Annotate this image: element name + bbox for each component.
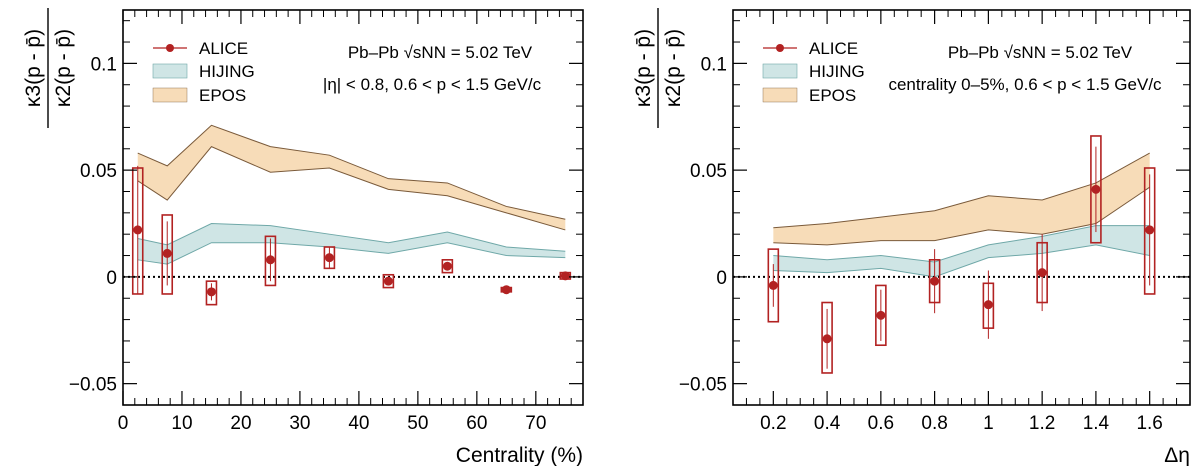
alice-point (1037, 268, 1047, 278)
alice-sys-box (767, 248, 780, 323)
y-tick-label: −0.05 (69, 375, 117, 396)
legend-alice-label: ALICE (809, 39, 858, 58)
y-axis-label: κ3(p - p̄) κ2(p - p̄) (632, 8, 685, 128)
legend-epos-swatch (152, 87, 188, 103)
epos-lower-line (773, 186, 1150, 246)
plot-frame (122, 9, 584, 406)
alice-point (1091, 184, 1101, 194)
x-axis-label: Δη (1164, 444, 1190, 466)
alice-sys-box (205, 280, 218, 306)
x-tick-label: 0.6 (868, 413, 894, 434)
alice-point (1145, 225, 1155, 235)
alice-sys-box (1143, 167, 1156, 295)
alice-sys-box (441, 259, 454, 274)
y-label-denominator: κ2(p - p̄) (52, 29, 75, 107)
alice-point (876, 310, 886, 320)
legend-alice-marker (166, 44, 174, 52)
epos-band (773, 153, 1150, 245)
alice-sys-box (382, 273, 395, 289)
x-tick-label: 10 (171, 413, 192, 434)
x-tick-label: 0 (118, 413, 129, 434)
x-tick-label: 1.6 (1136, 413, 1162, 434)
alice-point (560, 271, 570, 281)
x-tick-label: 20 (230, 413, 251, 434)
y-tick-label: 0 (106, 268, 117, 289)
y-label-numerator: κ3(p - p̄) (632, 29, 655, 107)
legend-hijing-swatch (762, 63, 798, 79)
epos-upper-line (137, 124, 566, 220)
legend-hijing-label: HIJING (199, 62, 255, 81)
epos-band (137, 125, 566, 230)
alice-point (324, 253, 334, 263)
hijing-band (773, 225, 1150, 277)
annotation-kinematics: centrality 0–5%, 0.6 < p < 1.5 GeV/c (888, 75, 1162, 94)
legend: ALICE HIJING EPOS (152, 39, 255, 105)
hijing-upper-line (137, 223, 566, 252)
alice-point (768, 280, 778, 290)
x-tick-label: 0.4 (814, 413, 841, 434)
epos-upper-line (773, 152, 1150, 229)
x-tick-label: 50 (407, 413, 428, 434)
alice-point (983, 300, 993, 310)
annotation-collision: Pb–Pb √sNN = 5.02 TeV (948, 43, 1133, 62)
y-tick-label: 0.1 (91, 54, 117, 75)
x-tick-label: 30 (289, 413, 310, 434)
alice-sys-box (161, 214, 174, 295)
x-tick-label: 1.2 (1029, 413, 1055, 434)
x-tick-label: 0.2 (760, 413, 786, 434)
alice-point (265, 255, 275, 265)
alice-point (162, 248, 172, 258)
y-tick-label: −0.05 (679, 375, 727, 396)
hijing-upper-line (773, 225, 1150, 263)
x-tick-label: 40 (348, 413, 369, 434)
y-tick-label: 0.1 (701, 54, 727, 75)
legend-epos-swatch (762, 87, 798, 103)
y-axis-label: κ3(p - p̄) κ2(p - p̄) (22, 8, 75, 128)
x-tick-label: 60 (466, 413, 487, 434)
alice-point (206, 287, 216, 297)
x-tick-label: 70 (525, 413, 546, 434)
x-tick-label: 1.4 (1083, 413, 1110, 434)
y-tick-label: 0.05 (690, 161, 727, 182)
alice-point (501, 285, 511, 295)
y-label-numerator: κ3(p - p̄) (22, 29, 45, 107)
annotation-collision: Pb–Pb √sNN = 5.02 TeV (348, 43, 533, 62)
legend-hijing-swatch (152, 63, 188, 79)
y-tick-label: 0.05 (80, 161, 117, 182)
alice-sys-box (1090, 135, 1102, 244)
x-tick-label: 1 (983, 413, 994, 434)
y-label-denominator: κ2(p - p̄) (662, 29, 685, 107)
alice-point (383, 276, 393, 286)
legend-epos-label: EPOS (809, 86, 856, 105)
legend-alice-marker (776, 44, 784, 52)
hijing-band (137, 223, 566, 265)
alice-point (822, 334, 832, 344)
alice-point (133, 225, 143, 235)
alice-point (442, 261, 452, 271)
epos-lower-line (137, 146, 566, 231)
x-axis-label: Centrality (%) (456, 444, 583, 466)
alice-sys-box (821, 301, 833, 374)
alice-sys-box (875, 284, 887, 347)
x-tick-label: 0.8 (921, 413, 947, 434)
y-tick-label: 0 (716, 268, 727, 289)
hijing-lower-line (773, 244, 1150, 278)
legend-epos-label: EPOS (199, 86, 246, 105)
legend: ALICE HIJING EPOS (762, 39, 865, 105)
panel-2: −0.05 0 0.05 0.1 0.2 0.4 0.6 0.8 1 1.2 1.4 1.6Δη κ3(… (632, 8, 1191, 466)
legend-alice-label: ALICE (199, 39, 248, 58)
alice-sys-box (264, 235, 277, 287)
legend-hijing-label: HIJING (809, 62, 865, 81)
annotation-kinematics: |η| < 0.8, 0.6 < p < 1.5 GeV/c (323, 75, 542, 94)
alice-point (930, 276, 940, 286)
